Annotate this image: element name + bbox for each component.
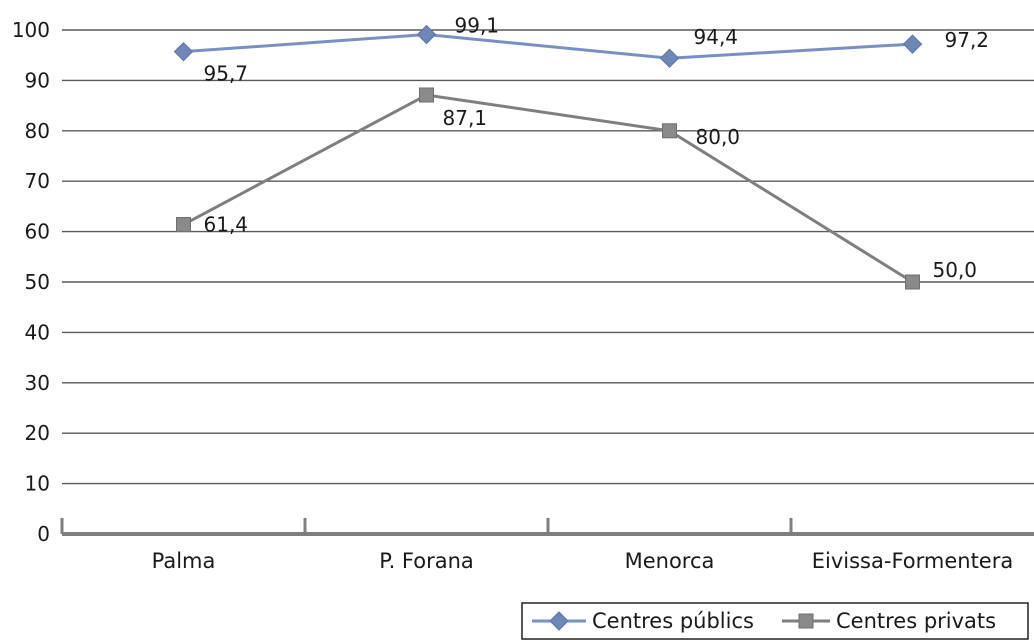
y-tick-label: 90 [25, 68, 50, 92]
y-tick-label: 40 [25, 320, 50, 344]
gridlines [62, 29, 1034, 485]
data-point-marker [662, 123, 677, 139]
data-point-marker [173, 41, 194, 62]
legend-label: Centres públics [592, 609, 754, 633]
legend-box [521, 602, 1029, 640]
series-line [183, 33, 913, 60]
legend: Centres públics Centres privats [521, 602, 1029, 640]
y-tick-label: 20 [25, 421, 50, 445]
data-label: 95,7 [204, 62, 249, 86]
data-point-marker [905, 274, 920, 290]
data-point-marker [659, 48, 680, 68]
y-tick-label: 70 [25, 169, 50, 193]
data-point-marker [419, 87, 434, 103]
data-label: 99,1 [455, 14, 500, 38]
y-tick-label: 50 [25, 270, 50, 294]
data-labels: 95,7 99,1 94,4 97,2 61,4 87,1 80,0 50,0 [204, 14, 990, 282]
data-label: 97,2 [945, 28, 990, 52]
data-label: 87,1 [443, 106, 488, 130]
x-category-label: P. Forana [379, 549, 474, 573]
y-tick-label: 100 [12, 18, 50, 42]
data-point-marker [416, 24, 437, 45]
data-label: 50,0 [933, 258, 978, 282]
y-tick-label: 10 [25, 472, 50, 496]
y-tick-label: 60 [25, 220, 50, 244]
legend-marker [549, 611, 569, 631]
legend-marker [798, 613, 814, 629]
data-point-marker [176, 217, 191, 233]
x-axis: Palma P. Forana Menorca Eivissa-Formentera [60, 518, 1034, 573]
data-label: 61,4 [204, 213, 249, 237]
y-axis-tick-labels: 0 10 20 30 40 50 60 70 80 90 100 [12, 18, 50, 546]
x-category-label: Menorca [625, 549, 715, 573]
series-line [182, 93, 914, 284]
x-category-label: Eivissa-Formentera [812, 549, 1013, 573]
data-point-marker [902, 34, 923, 54]
data-label: 80,0 [696, 125, 741, 149]
y-tick-label: 0 [37, 522, 50, 546]
series-lines [173, 24, 923, 290]
data-label: 94,4 [694, 25, 739, 49]
y-tick-label: 30 [25, 371, 50, 395]
y-tick-label: 80 [25, 119, 50, 143]
legend-label: Centres privats [836, 609, 996, 633]
x-category-label: Palma [152, 549, 216, 573]
